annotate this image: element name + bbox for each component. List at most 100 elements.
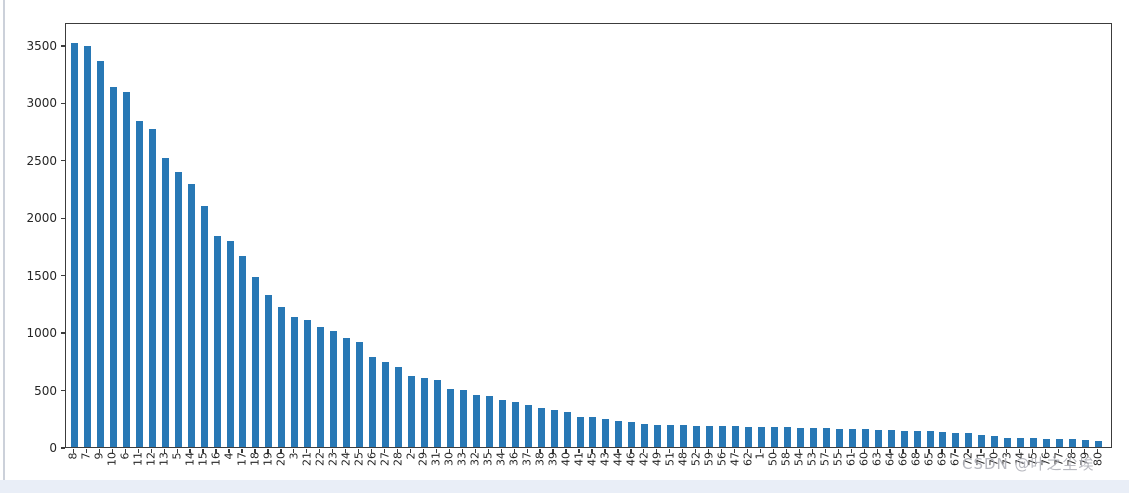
x-tick-mark [643, 448, 645, 453]
x-tick-mark [733, 448, 736, 453]
bar [550, 410, 558, 447]
x-tick-label: 22 [313, 452, 327, 466]
x-tick-label: 42 [637, 452, 651, 466]
x-tick-label: 10 [105, 452, 119, 466]
bar [757, 426, 765, 447]
x-tick-mark [111, 448, 114, 453]
x-tick-label: 4 [222, 452, 236, 460]
bar [706, 425, 714, 447]
x-tick-label: 3 [287, 452, 301, 460]
bar [926, 431, 934, 447]
bar [70, 42, 78, 447]
y-tick-label: 2500 [26, 153, 57, 168]
x-tick-label: 35 [481, 452, 495, 466]
bar [524, 405, 532, 447]
x-tick-label: 69 [935, 452, 949, 466]
x-tick-mark [824, 448, 826, 453]
bar [213, 236, 221, 447]
y-tick-label: 0 [49, 441, 57, 455]
x-tick-mark [617, 448, 619, 453]
x-tick-label: 53 [805, 452, 819, 466]
x-tick-mark [746, 448, 749, 453]
bar [654, 424, 662, 447]
x-tick-label: 36 [507, 452, 521, 466]
x-tick-label: 2 [404, 452, 417, 460]
page-edge-line [3, 0, 5, 481]
x-tick-label: 68 [909, 452, 923, 466]
x-tick-label: 41 [572, 452, 586, 466]
bar [446, 389, 454, 447]
x-tick-label: 24 [339, 452, 353, 466]
x-tick-label: 1 [753, 452, 767, 460]
x-tick-label: 45 [585, 452, 599, 466]
x-tick-mark [1032, 448, 1034, 453]
bar [770, 427, 778, 447]
bar [563, 411, 571, 447]
x-tick-label: 64 [883, 452, 897, 466]
bar [900, 430, 908, 447]
x-tick-mark [837, 448, 839, 453]
x-tick-mark [150, 448, 152, 453]
x-tick-mark [254, 448, 256, 453]
bar [615, 421, 623, 447]
bar [187, 183, 195, 447]
x-tick-label: 33 [455, 452, 469, 466]
x-tick-mark [85, 448, 88, 453]
x-tick-mark [785, 448, 788, 453]
x-tick-label: 14 [183, 452, 197, 466]
x-tick-label: 26 [365, 452, 379, 466]
bar [161, 157, 169, 447]
x-tick-label: 34 [494, 452, 508, 466]
x-tick-mark [954, 448, 956, 453]
bar [343, 337, 351, 447]
bar [1043, 438, 1051, 447]
x-tick-mark [306, 448, 308, 453]
x-tick-mark [526, 448, 528, 453]
x-tick-mark [1057, 448, 1060, 453]
x-tick-label: 15 [196, 452, 210, 466]
x-tick-label: 77 [1052, 452, 1066, 466]
bar [252, 277, 260, 447]
x-tick-label: 78 [1065, 452, 1079, 466]
x-tick-label: 28 [391, 452, 405, 466]
x-tick-mark [720, 448, 723, 453]
x-tick-mark [759, 448, 762, 453]
bar [745, 426, 753, 447]
x-tick-label: 38 [533, 452, 547, 466]
bar [796, 427, 804, 447]
x-tick-mark [409, 448, 412, 453]
bar [861, 429, 869, 447]
bar [1017, 438, 1025, 447]
bar [680, 425, 688, 447]
x-tick-label: 54 [792, 452, 806, 466]
x-tick-label: 79 [1078, 452, 1092, 466]
x-tick-mark [539, 448, 541, 453]
x-tick-mark [915, 448, 917, 453]
x-tick-mark [682, 448, 684, 453]
bar [291, 317, 299, 447]
bar [991, 435, 999, 447]
x-tick-mark [902, 448, 904, 453]
x-tick-mark [850, 448, 852, 453]
y-tick-label: 500 [34, 383, 57, 398]
bar [913, 431, 921, 447]
x-tick-label: 32 [468, 452, 482, 466]
x-tick-mark [513, 448, 515, 453]
x-tick-label: 11 [131, 452, 145, 466]
bar [693, 425, 701, 447]
x-tick-mark [124, 448, 126, 453]
x-tick-mark [695, 448, 697, 453]
x-tick-label: 13 [157, 452, 171, 466]
bar [602, 418, 610, 447]
x-tick-mark [98, 448, 101, 453]
x-tick-label: 27 [378, 452, 392, 466]
x-tick-mark [137, 448, 139, 453]
bar [576, 416, 584, 447]
bar [589, 417, 597, 447]
x-tick-label: 71 [974, 452, 988, 466]
x-tick-label: 75 [1026, 452, 1040, 466]
bar [96, 61, 104, 447]
x-tick-mark [1096, 448, 1099, 453]
bar [498, 400, 506, 447]
x-tick-label: 5 [170, 452, 184, 460]
